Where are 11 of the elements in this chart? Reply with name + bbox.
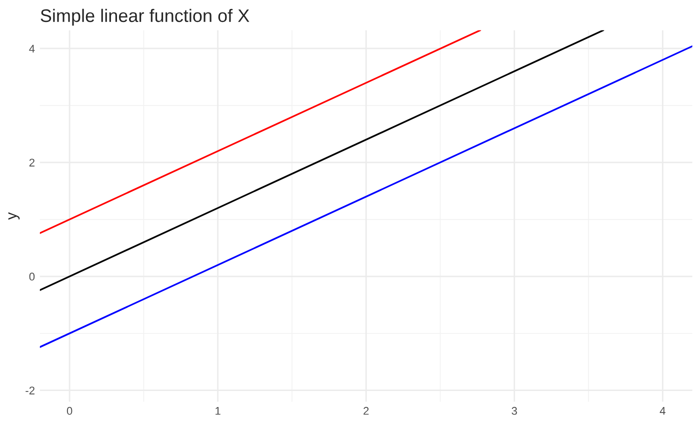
x-tick-label: 4 (660, 407, 666, 415)
x-tick-label: 2 (364, 406, 369, 415)
y-tick-label: 2 (29, 158, 34, 166)
x-tick-label: 3 (512, 406, 517, 415)
y-tick-label: 4 (29, 44, 35, 52)
x-tick-label: 0 (66, 406, 72, 415)
x-tick-label: 1 (216, 407, 220, 415)
y-tick-label: -2 (26, 386, 34, 394)
y-tick-label: 0 (29, 272, 35, 281)
y-axis-title: y (8, 212, 20, 220)
chart-title: Simple linear function of X (40, 8, 250, 26)
